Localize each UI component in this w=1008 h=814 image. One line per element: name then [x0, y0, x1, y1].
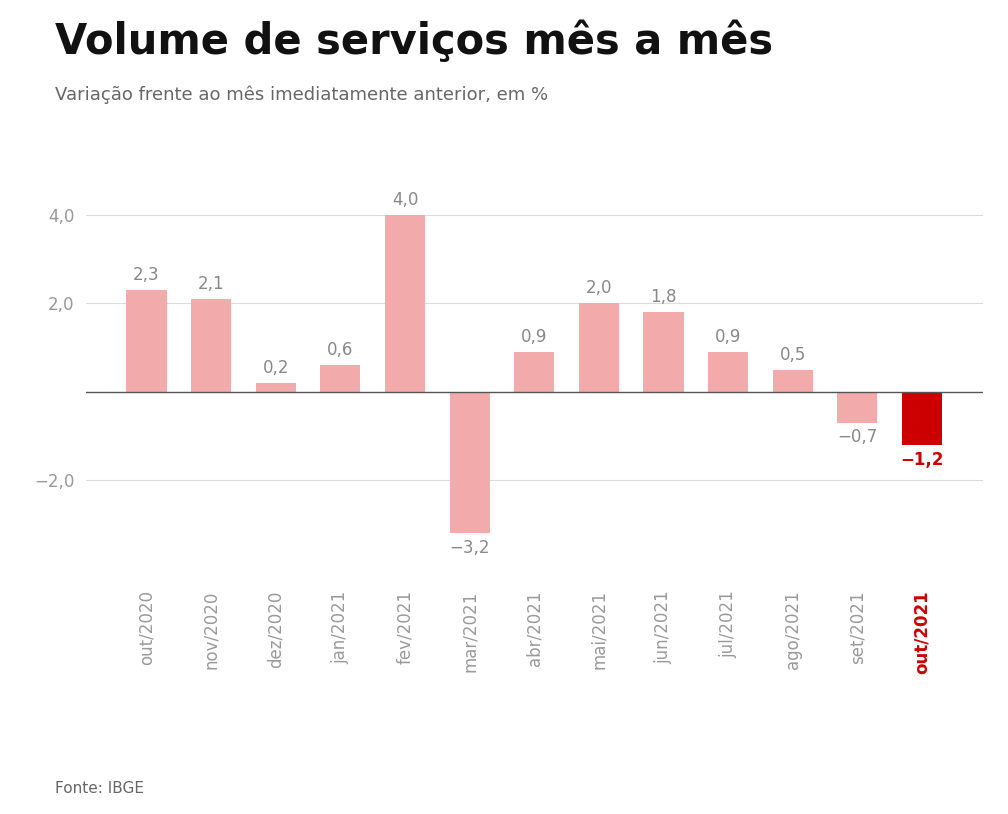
Text: −1,2: −1,2 — [900, 450, 943, 469]
Text: −0,7: −0,7 — [838, 428, 878, 446]
Bar — [838, 392, 877, 422]
Text: Variação frente ao mês imediatamente anterior, em %: Variação frente ao mês imediatamente ant… — [55, 85, 548, 104]
Bar — [192, 299, 231, 392]
Text: 0,9: 0,9 — [715, 328, 741, 346]
Bar — [514, 352, 554, 392]
Text: 2,3: 2,3 — [133, 266, 160, 284]
Bar — [126, 290, 166, 392]
Text: Fonte: IBGE: Fonte: IBGE — [55, 781, 144, 796]
Bar — [579, 303, 619, 392]
Bar — [708, 352, 748, 392]
Bar — [450, 392, 490, 533]
Text: 1,8: 1,8 — [650, 288, 676, 306]
Bar — [385, 215, 425, 392]
Bar — [902, 392, 942, 444]
Bar — [773, 370, 812, 392]
Bar — [256, 383, 295, 392]
Text: 0,2: 0,2 — [262, 359, 289, 377]
Text: 0,6: 0,6 — [328, 341, 354, 359]
Text: 2,1: 2,1 — [198, 275, 225, 293]
Text: Volume de serviços mês a mês: Volume de serviços mês a mês — [55, 20, 773, 63]
Bar — [643, 312, 683, 392]
Text: 2,0: 2,0 — [586, 279, 612, 297]
Text: 4,0: 4,0 — [392, 190, 418, 209]
Text: 0,9: 0,9 — [521, 328, 547, 346]
Bar — [321, 365, 361, 392]
Text: 0,5: 0,5 — [779, 346, 806, 364]
Text: −3,2: −3,2 — [450, 539, 490, 557]
